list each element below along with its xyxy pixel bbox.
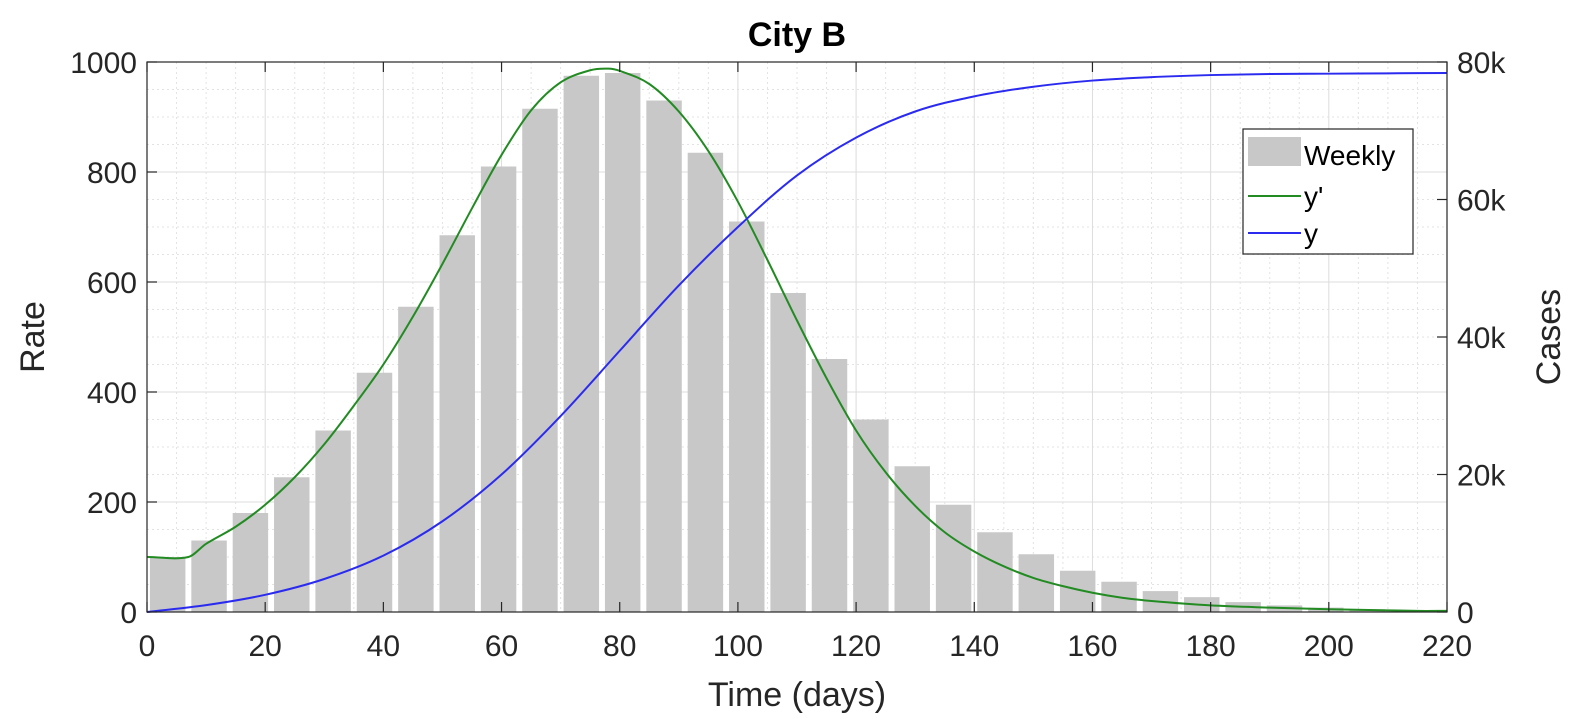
legend-label-weekly: Weekly — [1304, 140, 1395, 171]
series-lines — [146, 67, 1448, 613]
right-y-tick-label: 80k — [1457, 47, 1506, 80]
bar-weekly — [439, 235, 475, 612]
x-tick-label: 200 — [1304, 630, 1354, 663]
bar-weekly — [274, 477, 310, 612]
left-y-tick-label: 200 — [87, 487, 137, 520]
x-tick-label: 220 — [1422, 630, 1472, 663]
right-y-tick-label: 60k — [1457, 185, 1506, 218]
bar-weekly — [149, 557, 186, 612]
bar-weekly — [729, 221, 765, 612]
left-y-tick-label: 400 — [87, 377, 137, 410]
bar-weekly — [646, 100, 682, 612]
weekly-bars — [149, 73, 1427, 612]
x-tick-label: 0 — [139, 630, 156, 663]
bar-weekly — [935, 504, 972, 612]
bar-weekly — [770, 293, 806, 612]
legend-label-y-prime: y' — [1304, 181, 1323, 212]
right-y-tick-label: 40k — [1457, 322, 1506, 355]
bar-weekly — [563, 75, 600, 612]
left-y-tick-label: 800 — [87, 157, 137, 190]
bar-weekly — [398, 306, 434, 612]
left-y-tick-labels: 0 200 400 600 800 1000 — [70, 47, 137, 630]
bar-weekly — [522, 108, 558, 612]
chart-title: City B — [748, 16, 846, 54]
x-tick-label: 60 — [485, 630, 518, 663]
left-y-tick-label: 1000 — [70, 47, 137, 80]
x-tick-label: 160 — [1067, 630, 1117, 663]
right-y-tick-label: 0 — [1457, 597, 1474, 630]
tick-marks — [146, 61, 1448, 613]
right-y-tick-labels: 0 20k 40k 60k 80k — [1457, 47, 1506, 630]
x-tick-label: 180 — [1186, 630, 1236, 663]
x-tick-label: 100 — [713, 630, 763, 663]
x-tick-label: 20 — [248, 630, 281, 663]
left-y-axis-label: Rate — [14, 301, 52, 373]
left-y-tick-label: 600 — [87, 267, 137, 300]
bar-weekly — [604, 73, 641, 612]
bar-weekly — [315, 430, 351, 612]
right-y-tick-label: 20k — [1457, 460, 1506, 493]
legend-swatch-weekly — [1248, 137, 1301, 166]
x-tick-label: 120 — [831, 630, 881, 663]
line-y-prime — [146, 67, 1448, 612]
bar-weekly — [977, 532, 1013, 612]
x-tick-label: 140 — [949, 630, 999, 663]
x-tick-label: 80 — [603, 630, 636, 663]
line-y — [146, 72, 1448, 613]
bar-weekly — [480, 166, 517, 612]
bar-weekly — [811, 359, 848, 612]
x-tick-labels: 0 20 40 60 80 100 120 140 160 180 200 220 — [139, 630, 1472, 663]
bar-weekly — [687, 152, 724, 612]
legend-label-y: y — [1304, 218, 1318, 249]
x-tick-label: 40 — [367, 630, 400, 663]
x-axis-label: Time (days) — [708, 676, 886, 714]
right-y-axis-label: Cases — [1530, 289, 1568, 385]
left-y-tick-label: 0 — [120, 597, 137, 630]
bar-weekly — [356, 372, 393, 612]
legend: Weekly y' y — [1242, 128, 1414, 255]
bar-weekly — [853, 419, 889, 612]
